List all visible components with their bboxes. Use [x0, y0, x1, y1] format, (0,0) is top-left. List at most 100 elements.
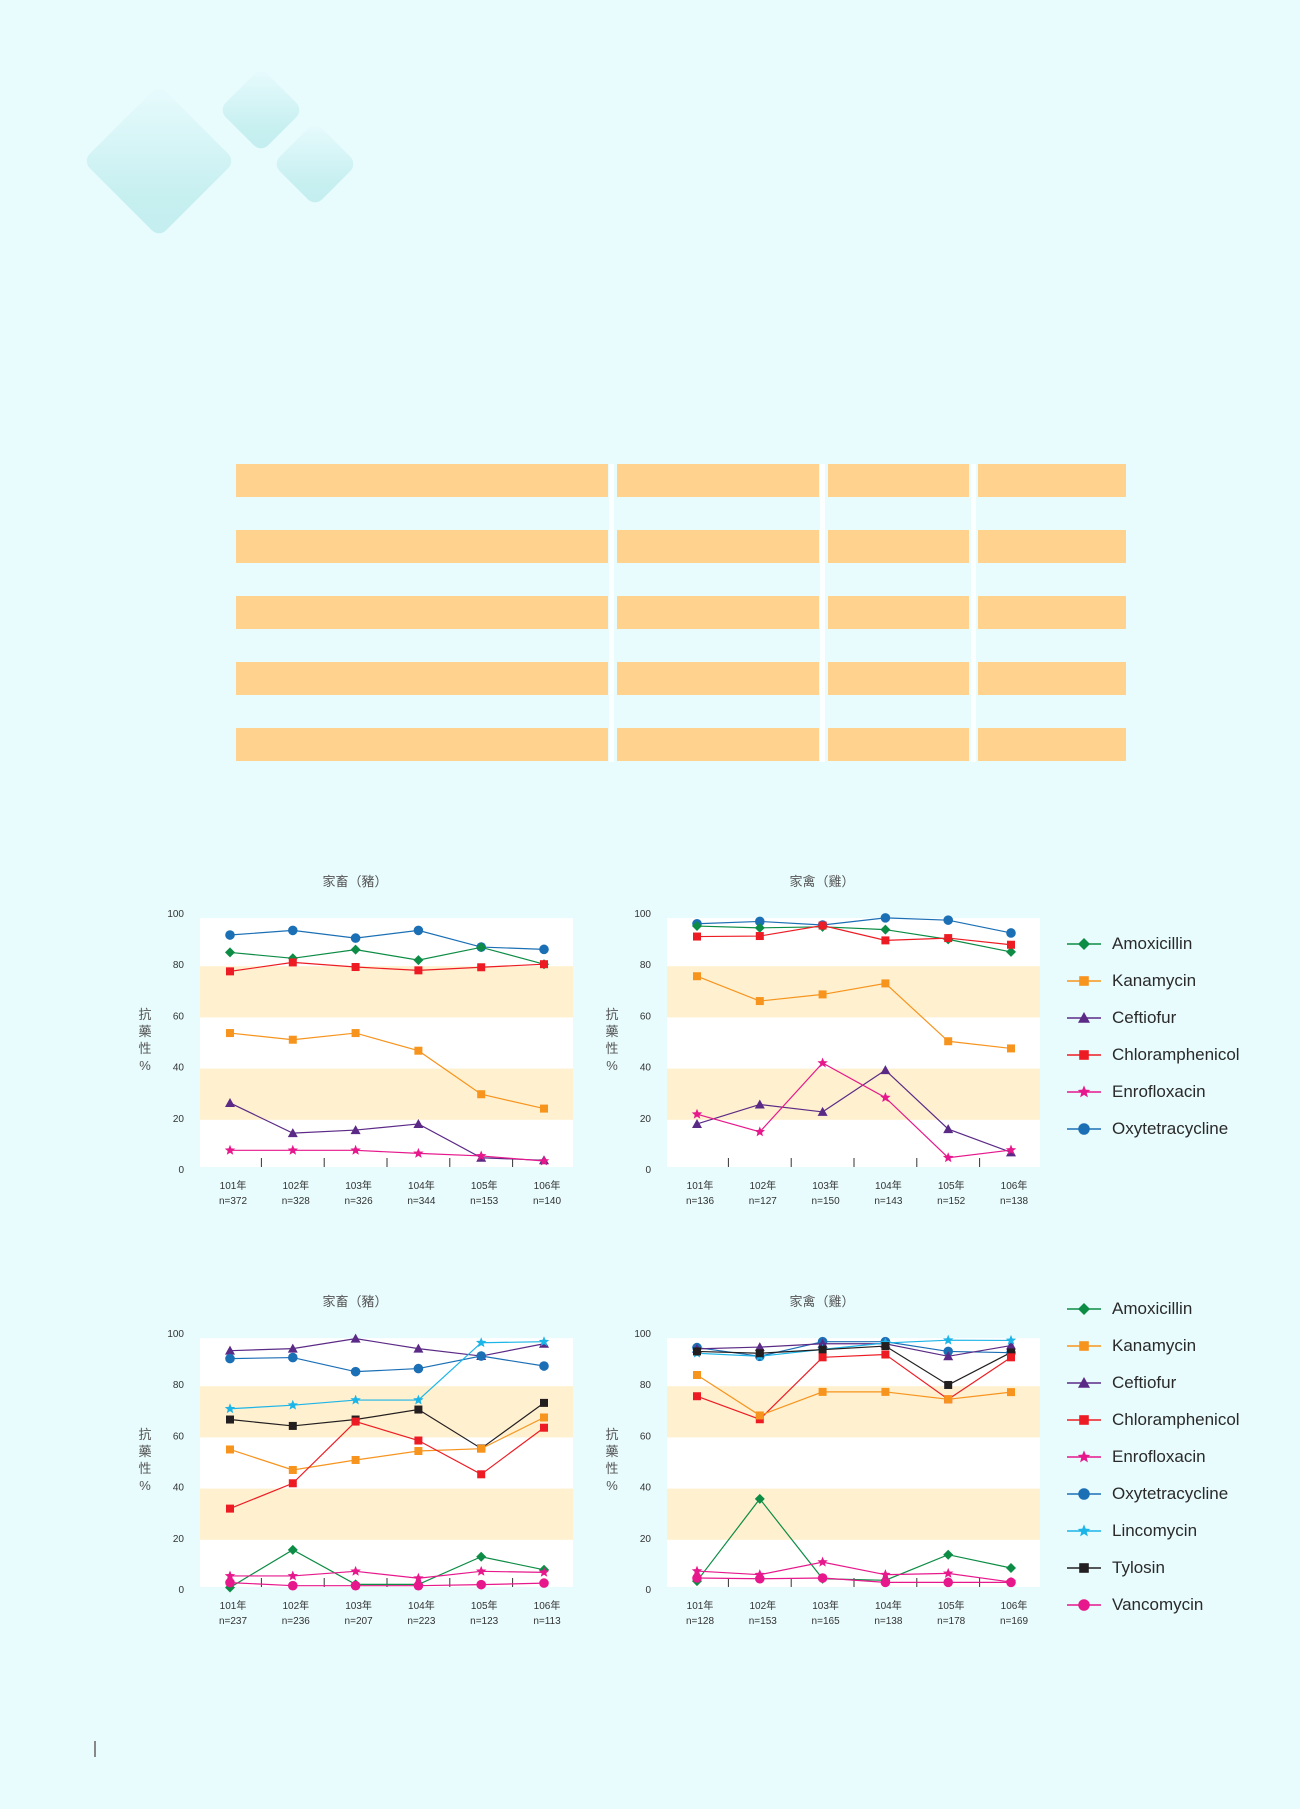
- data-point-enrofloxacin: [942, 1567, 954, 1578]
- data-point-ceftiofur: [350, 1333, 361, 1343]
- legend-item-chloramphenicol: Chloramphenicol: [1066, 1036, 1240, 1073]
- data-point-amoxicillin: [413, 955, 424, 966]
- legend-label: Tylosin: [1112, 1557, 1165, 1577]
- legend-item-ceftiofur: Ceftiofur: [1066, 1364, 1240, 1401]
- series-line-kanamycin: [229, 1416, 545, 1471]
- y-tick-label: 60: [173, 1011, 185, 1022]
- data-point-oxytetracycline: [225, 1353, 235, 1364]
- data-point-tylosin: [414, 1405, 423, 1414]
- series-kanamycin: [226, 1413, 548, 1474]
- series-chloramphenicol: [226, 958, 548, 976]
- x-sample-size-label: n=207: [345, 1616, 374, 1627]
- data-point-chloramphenicol: [818, 921, 827, 930]
- data-point-kanamycin: [944, 1037, 953, 1046]
- data-point-enrofloxacin: [817, 1057, 828, 1068]
- plot-area: [667, 918, 1040, 1167]
- data-point-kanamycin: [351, 1455, 360, 1464]
- x-sample-size-label: n=140: [533, 1196, 562, 1207]
- data-point-vancomycin: [539, 1578, 549, 1588]
- legend-label: Ceftiofur: [1112, 1007, 1177, 1027]
- data-point-vancomycin: [817, 1573, 828, 1583]
- data-point-ceftiofur: [754, 1342, 765, 1352]
- data-point-kanamycin: [226, 1445, 234, 1454]
- data-point-tylosin: [1007, 1348, 1015, 1357]
- x-sample-size-label: n=328: [282, 1196, 311, 1207]
- data-point-kanamycin: [288, 1035, 297, 1044]
- series-line-ceftiofur: [696, 1343, 1012, 1357]
- data-point-vancomycin: [880, 1577, 891, 1588]
- decorative-diamond-small-top: [218, 67, 304, 153]
- legend-marker: [1078, 937, 1090, 950]
- table-row: [236, 596, 1126, 629]
- y-axis-label: 藥: [138, 1024, 151, 1039]
- data-point-enrofloxacin: [413, 1572, 424, 1583]
- data-point-kanamycin: [1007, 1044, 1015, 1053]
- plot-band: [667, 1488, 1040, 1540]
- y-axis-label: 藥: [605, 1024, 618, 1039]
- data-point-lincomycin: [287, 1399, 299, 1410]
- data-point-tylosin: [693, 1347, 701, 1356]
- x-sample-size-label: n=128: [686, 1616, 715, 1627]
- x-tick-label: 102年: [749, 1179, 776, 1192]
- y-tick-label: 100: [634, 1329, 651, 1340]
- x-tick-label: 104年: [408, 1179, 435, 1192]
- legend-marker: [1079, 1562, 1089, 1573]
- data-point-oxytetracycline: [755, 916, 765, 927]
- legend-label: Amoxicillin: [1112, 933, 1193, 953]
- data-point-amoxicillin: [754, 922, 765, 933]
- data-point-amoxicillin: [880, 924, 891, 935]
- y-axis-label: 性: [605, 1041, 618, 1056]
- table-cell: [236, 596, 609, 629]
- table-cell: [978, 728, 1126, 761]
- data-point-tylosin: [226, 1415, 234, 1424]
- y-tick-label: 20: [173, 1534, 185, 1545]
- table-cell: [978, 530, 1126, 563]
- x-tick-label: 101年: [687, 1599, 714, 1612]
- data-point-enrofloxacin: [538, 1155, 550, 1166]
- series-line-ceftiofur: [696, 1069, 1012, 1153]
- series-line-amoxicillin: [696, 1497, 1012, 1582]
- x-tick-label: 102年: [749, 1599, 776, 1612]
- data-point-chloramphenicol: [818, 1353, 827, 1362]
- x-tick-label: 103年: [345, 1179, 372, 1192]
- y-tick-label: 20: [640, 1534, 652, 1545]
- series-line-chloramphenicol: [696, 1353, 1012, 1420]
- legend-marker: [1078, 1487, 1090, 1500]
- data-point-chloramphenicol: [755, 932, 764, 941]
- data-point-kanamycin: [693, 1370, 701, 1379]
- data-point-oxytetracycline: [413, 925, 424, 936]
- chart-title: 家禽（雞）: [789, 874, 854, 889]
- x-sample-size-label: n=143: [874, 1196, 903, 1207]
- y-axis-label: %: [606, 1058, 618, 1073]
- data-point-oxytetracycline: [880, 913, 891, 923]
- square-marker-icon: [1067, 1414, 1101, 1425]
- legend-label: Enrofloxacin: [1112, 1081, 1206, 1101]
- data-point-enrofloxacin: [880, 1092, 891, 1103]
- series-line-vancomycin: [229, 1582, 545, 1587]
- data-point-chloramphenicol: [881, 936, 890, 945]
- y-tick-label: 100: [167, 1329, 184, 1340]
- data-point-oxytetracycline: [1006, 928, 1016, 938]
- y-axis-label: 抗: [138, 1427, 151, 1442]
- y-axis-label: 抗: [605, 1007, 618, 1022]
- chart-pig-top: 家畜（豬） 0 20 40 60 80 100 抗藥性% 101年 n=372 102年 n=328 1…: [138, 874, 573, 1207]
- x-sample-size-label: n=169: [1000, 1616, 1029, 1627]
- data-point-kanamycin: [351, 1029, 360, 1038]
- series-line-oxytetracycline: [229, 1355, 545, 1373]
- y-tick-label: 0: [178, 1165, 184, 1176]
- y-tick-label: 0: [645, 1585, 651, 1596]
- data-point-amoxicillin: [476, 942, 487, 953]
- y-axis-label: 抗: [605, 1427, 618, 1442]
- y-tick-label: 60: [173, 1431, 185, 1442]
- x-sample-size-label: n=138: [874, 1616, 903, 1627]
- data-point-enrofloxacin: [350, 1565, 361, 1576]
- series-line-enrofloxacin: [696, 1561, 1012, 1583]
- triangle-marker-icon: [1067, 1376, 1101, 1388]
- data-point-enrofloxacin: [475, 1150, 487, 1161]
- circle-marker-icon: [1067, 1487, 1101, 1500]
- data-point-kanamycin: [944, 1395, 953, 1404]
- data-point-chloramphenicol: [288, 958, 297, 967]
- data-point-lincomycin: [224, 1403, 236, 1414]
- page-marker: [94, 1741, 96, 1757]
- data-point-chloramphenicol: [226, 1504, 234, 1513]
